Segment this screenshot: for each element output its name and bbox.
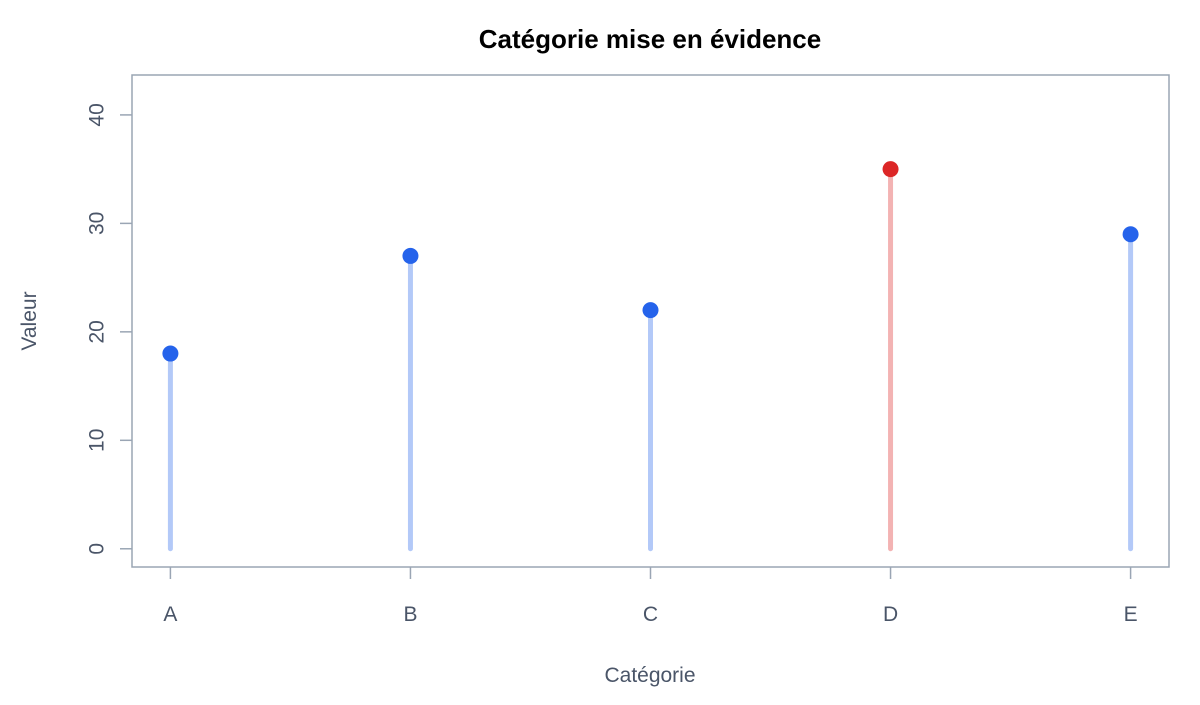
- dot: [882, 161, 899, 178]
- x-tick-label: A: [163, 603, 177, 626]
- dot: [162, 345, 179, 362]
- y-axis-label: Valeur: [18, 291, 41, 350]
- y-tick-label: 30: [86, 212, 109, 235]
- x-tick-label: C: [643, 603, 658, 626]
- dot: [642, 302, 659, 319]
- x-tick-label: B: [403, 603, 417, 626]
- chart-title: Catégorie mise en évidence: [479, 24, 821, 54]
- y-tick-label: 20: [86, 320, 109, 343]
- y-tick-label: 0: [86, 543, 109, 555]
- y-tick-label: 40: [86, 103, 109, 126]
- dot: [1122, 226, 1139, 243]
- x-tick-label: D: [883, 603, 898, 626]
- x-tick-label: E: [1124, 603, 1138, 626]
- y-tick-label: 10: [86, 429, 109, 452]
- dot: [402, 247, 419, 264]
- x-axis-label: Catégorie: [604, 664, 695, 687]
